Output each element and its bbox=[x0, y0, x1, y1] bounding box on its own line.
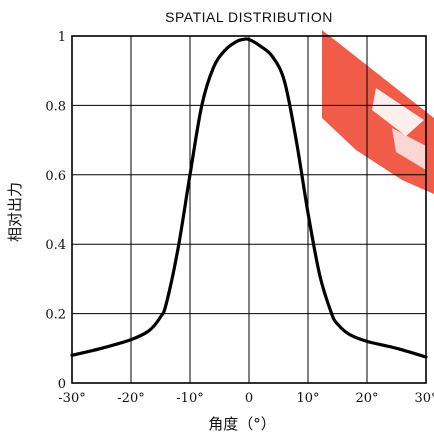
y-tick-label-3: 0.6 bbox=[45, 169, 66, 184]
y-tick-label-4: 0.8 bbox=[45, 99, 66, 114]
x-tick-label-4: 10° bbox=[296, 391, 319, 406]
x-tick-label-3: 0 bbox=[245, 391, 253, 406]
x-tick-label-5: 20° bbox=[355, 391, 378, 406]
y-tick-label-0: 0 bbox=[58, 377, 66, 392]
chart-title: SPATIAL DISTRIBUTION bbox=[165, 9, 333, 25]
x-tick-label-2: -10° bbox=[176, 391, 203, 406]
x-axis-label: 角度（°） bbox=[208, 415, 276, 433]
series-line-0 bbox=[70, 37, 428, 359]
curve-layer bbox=[70, 37, 428, 359]
tick-label-layer: -30° -20° -10° 0 10° 20° 30° 0 0.2 0.4 0.6 0.8 1 bbox=[45, 30, 434, 406]
watermark-inner-cutout bbox=[372, 88, 424, 136]
y-tick-label-5: 1 bbox=[58, 30, 66, 45]
x-tick-label-6: 30° bbox=[414, 391, 434, 406]
x-tick-label-0: -30° bbox=[58, 391, 85, 406]
y-tick-label-1: 0.2 bbox=[45, 308, 66, 323]
watermark-layer bbox=[322, 30, 434, 194]
plot-frame bbox=[71, 35, 427, 384]
y-tick-label-2: 0.4 bbox=[45, 238, 66, 253]
y-axis-label: 相对出力 bbox=[6, 182, 24, 242]
x-tick-label-1: -20° bbox=[117, 391, 144, 406]
watermark-inner-cutout-2 bbox=[392, 128, 426, 170]
